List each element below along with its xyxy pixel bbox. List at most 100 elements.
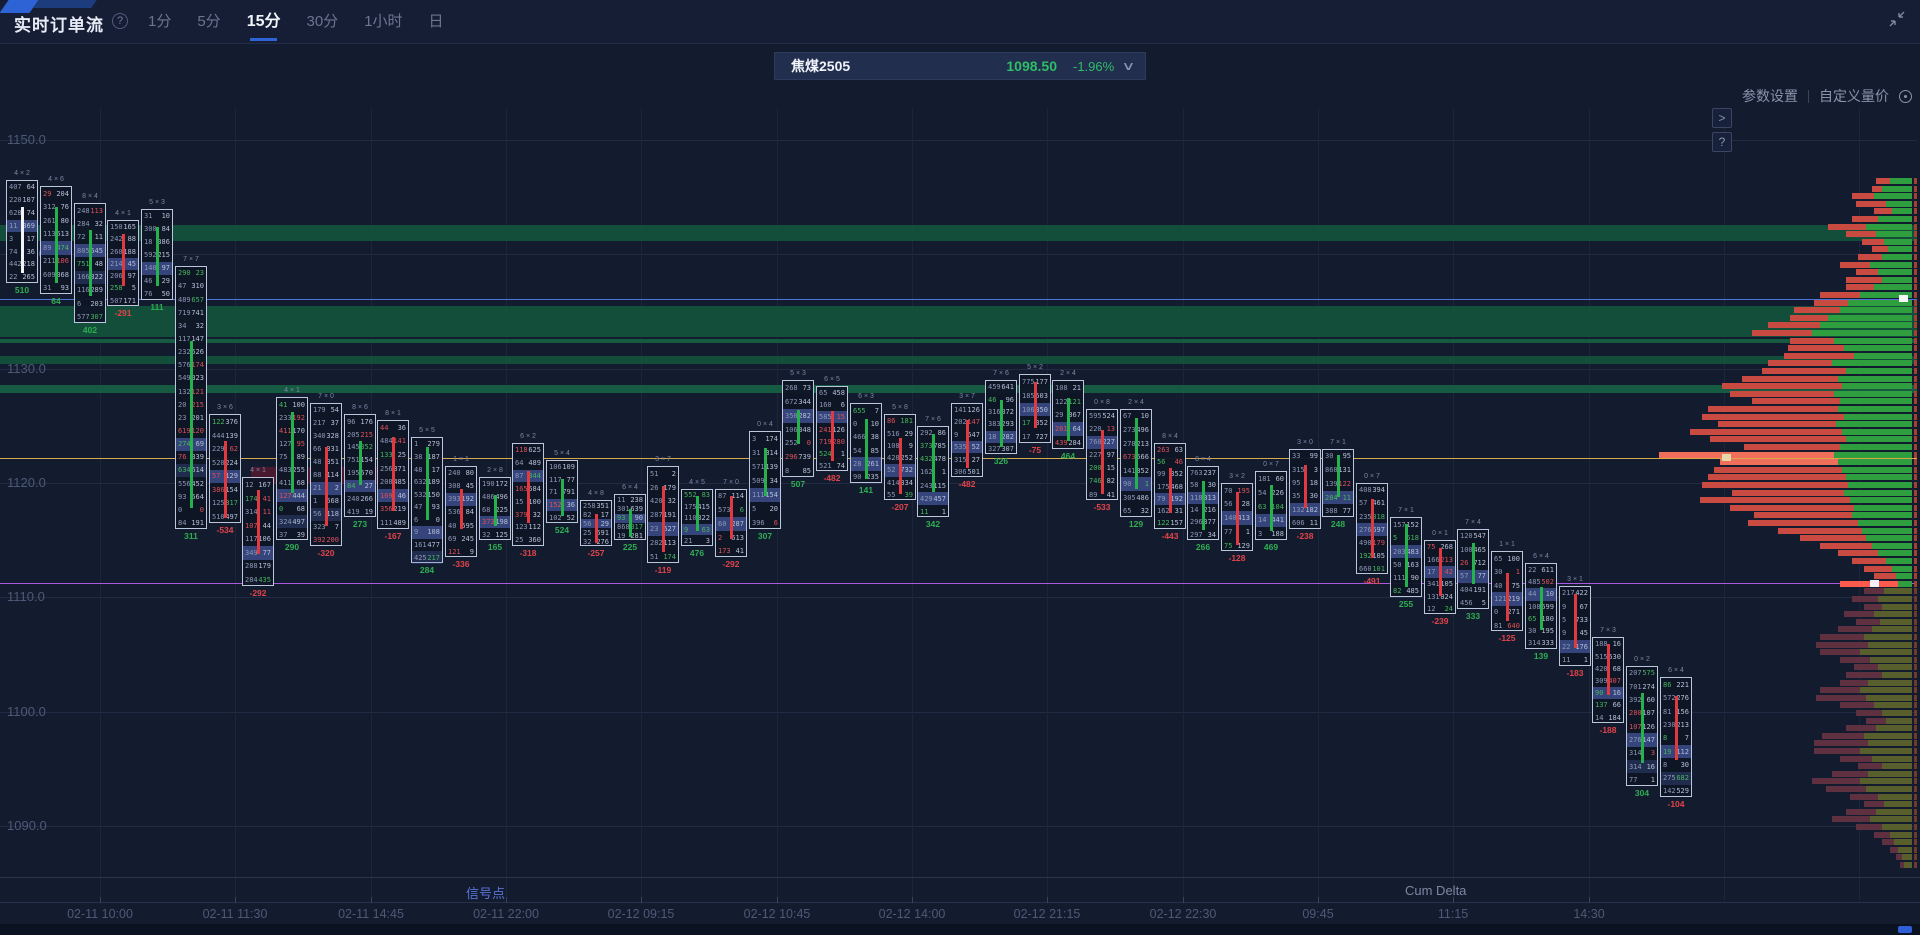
- ask-volume: 45: [127, 259, 136, 268]
- price-label: 1110.0: [7, 589, 45, 605]
- volume-profile-buy-bar: [1870, 656, 1912, 663]
- bid-volume: 284: [245, 575, 258, 584]
- ask-volume: 192: [1170, 494, 1183, 503]
- bid-ask-row: 9 67: [1560, 600, 1590, 613]
- bid-ask-row: 56 118: [311, 508, 341, 521]
- tab-1小时[interactable]: 1小时: [364, 13, 403, 30]
- volume-profile-sell-bar: [1708, 406, 1838, 412]
- bid-ask-row: 8 30: [1661, 758, 1691, 771]
- ask-volume: 75: [1511, 581, 1520, 590]
- footprint-candle: 157 152 5 518 203 483 50 163 111 90 82 485 7 × 1 255: [1390, 507, 1422, 609]
- ask-volume: 50: [161, 290, 170, 299]
- candle-body-bar: [763, 447, 767, 497]
- candle-body-bar: [729, 496, 733, 539]
- volume-profile-edge-tick: [1914, 208, 1917, 215]
- signal-points-label[interactable]: 信号点: [466, 886, 506, 901]
- footprint-candle: 248 113 284 32 72 11 805 545 751 48 166 322 116 289 6 2…: [74, 193, 106, 335]
- ask-volume: 30: [1309, 492, 1318, 501]
- bid-ask-row: 64 489: [513, 457, 543, 470]
- ask-volume: 344: [528, 472, 541, 480]
- bid-volume: 521: [819, 462, 832, 471]
- bid-ask-row: 68 225: [480, 503, 510, 516]
- bid-volume: 6: [414, 515, 419, 524]
- ask-volume: 5: [1481, 598, 1486, 607]
- candle-body-bar: [1168, 468, 1172, 513]
- bid-ask-row: 515 530: [1593, 650, 1623, 662]
- param-settings-button[interactable]: 参数设置: [1742, 88, 1798, 104]
- volume-profile-edge-tick: [1914, 626, 1917, 633]
- volume-profile-edge-tick: [1914, 672, 1917, 678]
- tab-5分[interactable]: 5分: [197, 13, 221, 30]
- ask-volume: 394: [1372, 486, 1385, 495]
- scrollbar-thumb[interactable]: [1898, 926, 1912, 933]
- ask-volume: 25: [397, 450, 406, 459]
- volume-profile-edge-tick: [1914, 535, 1917, 542]
- bid-ask-row: 324 497: [277, 515, 307, 528]
- volume-profile-sell-bar: [1762, 368, 1846, 374]
- help-icon[interactable]: ?: [112, 13, 128, 29]
- bid-ask-row: 203 483: [1391, 545, 1421, 558]
- ask-volume: 1: [941, 507, 946, 516]
- ask-volume: 113: [663, 539, 676, 548]
- ask-volume: 96: [1005, 395, 1014, 404]
- panel-help-button[interactable]: ?: [1712, 132, 1732, 152]
- candle-delta-label: -75: [1028, 444, 1042, 455]
- circle-dot-icon[interactable]: [1899, 89, 1912, 103]
- bid-volume: 411: [279, 426, 292, 435]
- bid-ask-row: 162 1: [918, 466, 948, 479]
- bid-ask-row: 0 271: [1492, 606, 1522, 619]
- bottom-scrollbar[interactable]: [0, 924, 1920, 935]
- bid-volume: 408: [1359, 486, 1372, 495]
- ask-volume: 545: [90, 246, 103, 255]
- custom-volume-button[interactable]: 自定义量价: [1819, 88, 1889, 104]
- volume-profile-buy-bar: [1876, 231, 1912, 238]
- bid-volume: 220: [1089, 425, 1102, 434]
- bid-ask-row: 592 215: [142, 249, 172, 262]
- ask-volume: 489: [393, 518, 406, 527]
- candle-delta-label: -238: [1296, 530, 1314, 541]
- contract-selector[interactable]: 焦煤2505 1098.50 -1.96% ∨: [774, 52, 1146, 80]
- bid-volume: 483: [279, 465, 292, 474]
- volume-profile-buy-bar: [1876, 808, 1912, 815]
- candle-delta-label: -320: [317, 547, 335, 558]
- bid-ask-row: 175 468: [1155, 481, 1185, 493]
- footprint-candle: 31 10 300 84 18 386 592 215 140 97 46 29 76 50 5 × 3 11…: [141, 199, 173, 312]
- bid-ask-row: 30 195: [1526, 625, 1556, 637]
- bid-ask-row: 48 351: [311, 456, 341, 469]
- tab-30分[interactable]: 30分: [306, 13, 339, 30]
- ask-volume: 36: [26, 247, 35, 256]
- expand-panel-button[interactable]: >: [1712, 108, 1732, 128]
- bid-ask-row: 459 641: [986, 381, 1016, 393]
- bid-ask-row: 315 27: [952, 453, 982, 465]
- bid-volume: 5: [752, 504, 757, 513]
- bid-volume: 75: [1427, 543, 1436, 552]
- candle-body-bar: [1370, 498, 1374, 559]
- ask-volume: 1: [1583, 656, 1588, 665]
- bid-volume: 123: [515, 523, 528, 532]
- ask-volume: 566: [1136, 453, 1149, 462]
- candle-delta-label: -292: [249, 587, 267, 598]
- ask-volume: 167: [258, 480, 271, 489]
- ask-volume: 323: [191, 374, 204, 383]
- tab-15分[interactable]: 15分: [247, 0, 281, 44]
- ask-volume: 154: [765, 490, 778, 499]
- volume-profile-edge-tick: [1914, 390, 1917, 397]
- tab-日[interactable]: 日: [428, 13, 444, 30]
- volume-profile-buy-bar: [1860, 292, 1912, 298]
- volume-profile-buy-bar: [1872, 755, 1912, 762]
- tab-1分[interactable]: 1分: [148, 13, 172, 30]
- ask-volume: 322: [90, 273, 103, 282]
- price-line: [0, 298, 1917, 300]
- volume-profile-sell-bar: [1838, 626, 1872, 633]
- bid-volume: 90: [853, 473, 862, 482]
- bid-ask-row: 200 15: [1087, 462, 1117, 475]
- bid-ask-row: 47 310: [176, 280, 206, 293]
- bid-volume: 203: [1393, 547, 1406, 556]
- bid-ask-row: 65 32: [1121, 505, 1151, 519]
- collapse-icon[interactable]: [1886, 8, 1908, 30]
- bid-volume: 485: [1528, 578, 1541, 587]
- ask-volume: 176: [1575, 642, 1588, 651]
- ask-volume: 90: [634, 514, 643, 523]
- ask-volume: 126: [1642, 722, 1655, 731]
- bid-ask-row: 483 255: [277, 463, 307, 476]
